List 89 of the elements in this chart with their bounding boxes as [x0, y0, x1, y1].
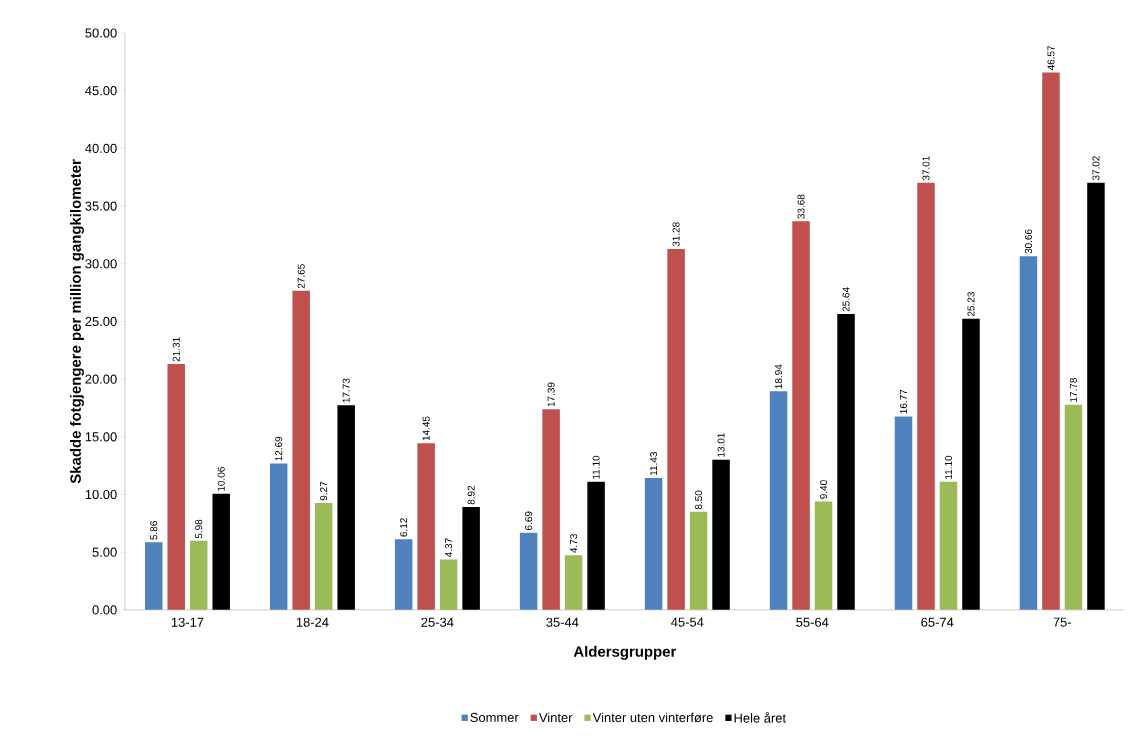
data-label: 5.98	[195, 519, 203, 539]
x-axis-title: Aldersgrupper	[573, 645, 677, 660]
data-label: 46.57	[1047, 46, 1055, 71]
data-label: 13.01	[717, 433, 725, 457]
data-label: 25.23	[967, 292, 975, 317]
bar	[1064, 404, 1083, 610]
bar	[519, 532, 538, 610]
y-tick-label: 0.00	[92, 605, 117, 615]
data-label: 6.69	[525, 511, 533, 531]
bar	[462, 507, 480, 610]
y-tick-label: 5.00	[92, 547, 117, 557]
data-label: 5.86	[150, 521, 158, 540]
data-label: 9.27	[320, 481, 328, 501]
y-tick-label: 15.00	[85, 432, 117, 442]
legend-label: Vinter	[538, 712, 573, 723]
bar	[1042, 72, 1060, 610]
data-label: 12.69	[275, 436, 283, 461]
data-label: 21.31	[172, 337, 180, 362]
x-tick-label: 55-64	[796, 617, 829, 627]
bar	[542, 409, 560, 610]
data-label: 37.01	[922, 156, 930, 181]
x-tick-label: 35-44	[546, 617, 579, 627]
x-tick-label: 75-	[1053, 617, 1071, 627]
data-label: 37.02	[1092, 156, 1100, 181]
y-tick-label: 35.00	[85, 201, 117, 211]
data-label: 9.40	[820, 480, 828, 499]
bar	[167, 364, 185, 610]
data-label: 27.65	[297, 264, 305, 289]
data-label: 25.64	[842, 287, 850, 312]
bar	[1087, 182, 1105, 610]
y-tick-label: 10.00	[85, 489, 117, 500]
bar	[292, 290, 310, 610]
bar	[337, 405, 355, 610]
legend-label: Vinter uten vinterføre	[592, 712, 713, 723]
legend-label: Hele året	[734, 712, 786, 723]
x-tick-label: 65-74	[921, 617, 954, 627]
bar	[212, 493, 230, 610]
bar	[814, 501, 833, 610]
data-label: 17.39	[547, 382, 555, 407]
data-label: 31.28	[672, 222, 680, 247]
legend-label: Sommer	[470, 712, 519, 723]
bar	[144, 542, 163, 610]
bar	[587, 481, 605, 610]
bar	[712, 459, 730, 610]
data-label: 4.73	[570, 534, 578, 553]
bar	[417, 443, 435, 610]
data-label: 8.92	[467, 485, 475, 505]
bar	[792, 221, 810, 610]
data-label: 17.78	[1069, 378, 1077, 402]
bar	[689, 511, 708, 610]
bar	[644, 478, 663, 610]
y-tick-label: 45.00	[85, 86, 117, 96]
x-tick-label: 18-24	[296, 617, 329, 627]
data-label: 4.37	[445, 538, 453, 558]
x-tick-label: 13-17	[171, 617, 204, 627]
y-tick-label: 25.00	[85, 316, 117, 327]
y-tick-label: 30.00	[85, 259, 117, 269]
data-label: 33.68	[797, 194, 805, 219]
bar	[769, 391, 788, 610]
bar	[439, 559, 458, 610]
bar	[1019, 256, 1038, 610]
data-label: 10.06	[217, 467, 225, 491]
y-tick-label: 20.00	[85, 374, 117, 384]
data-label: 6.12	[400, 518, 408, 537]
y-axis-title: Skadde fotgjengere per million gangkilometer	[69, 159, 84, 484]
data-label: 14.45	[422, 416, 430, 441]
bar	[667, 249, 685, 610]
bar	[394, 539, 413, 610]
data-label: 11.10	[592, 455, 600, 479]
bar	[314, 503, 333, 610]
bar	[837, 314, 855, 610]
bar	[894, 416, 913, 610]
x-tick-label: 25-34	[421, 617, 454, 627]
bar	[917, 182, 935, 610]
bar	[939, 481, 958, 610]
bar	[189, 540, 208, 610]
y-tick-label: 50.00	[85, 28, 117, 38]
bar	[564, 555, 583, 610]
data-label: 18.94	[775, 364, 783, 389]
data-label: 8.50	[695, 490, 703, 510]
bar	[962, 318, 980, 610]
data-label: 30.66	[1024, 229, 1032, 254]
data-label: 17.73	[342, 378, 350, 403]
bar	[269, 463, 288, 610]
x-tick-label: 45-54	[671, 617, 704, 627]
data-label: 11.43	[650, 452, 658, 476]
data-label: 16.77	[899, 389, 908, 414]
data-label: 11.10	[944, 455, 953, 479]
y-tick-label: 40.00	[85, 143, 117, 154]
